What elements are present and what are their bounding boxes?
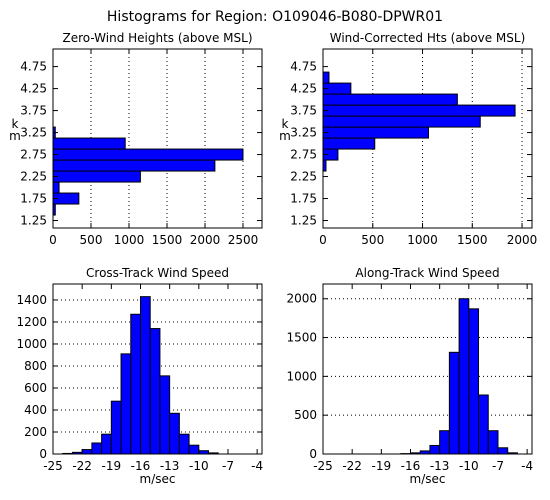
histogram-bar <box>140 297 150 454</box>
y-tick-label: 800 <box>24 359 47 373</box>
x-tick-label: -13 <box>160 459 180 473</box>
histogram-bar <box>53 160 215 171</box>
y-tick-label: 1500 <box>286 331 317 345</box>
x-axis-label: m/sec <box>410 472 446 486</box>
x-tick-label: -4 <box>521 459 533 473</box>
y-tick-label: 3.25 <box>20 126 47 140</box>
histogram-bar <box>459 299 469 454</box>
y-tick-label: 2.75 <box>290 148 317 162</box>
y-tick-label: 200 <box>24 425 47 439</box>
histogram-bar <box>323 105 515 116</box>
y-tick-label: 4.75 <box>20 60 47 74</box>
chart-title: Zero-Wind Heights (above MSL) <box>62 31 252 45</box>
histogram-bar <box>440 431 450 454</box>
histogram-bar <box>469 309 479 454</box>
y-tick-label: 4.25 <box>20 82 47 96</box>
y-tick-label: 3.25 <box>290 126 317 140</box>
x-tick-label: -25 <box>43 459 63 473</box>
y-tick-label: 4.25 <box>290 82 317 96</box>
histogram-bar <box>111 401 121 454</box>
histogram-bar <box>53 149 243 160</box>
x-tick-label: -19 <box>372 459 392 473</box>
x-tick-label: 2000 <box>190 233 221 247</box>
x-tick-label: -10 <box>189 459 209 473</box>
y-axis-label-line: m <box>9 129 21 143</box>
x-tick-label: 2500 <box>228 233 259 247</box>
figure-title: Histograms for Region: O109046-B080-DPWR… <box>107 9 443 25</box>
histogram-bar <box>323 72 329 83</box>
y-tick-label: 3.75 <box>20 104 47 118</box>
x-axis-label: m/sec <box>140 472 176 486</box>
x-tick-label: -10 <box>459 459 479 473</box>
y-tick-label: 1400 <box>16 293 47 307</box>
histogram-bar <box>53 138 125 149</box>
histogram-bar <box>131 314 141 454</box>
x-tick-label: 500 <box>361 233 384 247</box>
y-tick-label: 1.75 <box>290 192 317 206</box>
x-tick-label: -13 <box>430 459 450 473</box>
y-tick-label: 600 <box>24 381 47 395</box>
x-tick-label: 500 <box>80 233 103 247</box>
x-tick-label: -16 <box>131 459 151 473</box>
y-tick-label: 0 <box>39 447 47 461</box>
y-tick-label: 1200 <box>16 315 47 329</box>
x-tick-label: -7 <box>492 459 504 473</box>
histogram-bar <box>150 329 160 454</box>
x-tick-label: -22 <box>72 459 92 473</box>
x-tick-label: -7 <box>222 459 234 473</box>
y-tick-label: 1.25 <box>20 214 47 228</box>
histogram-bar <box>179 434 189 454</box>
x-tick-label: 1000 <box>114 233 145 247</box>
y-tick-label: 1.25 <box>290 214 317 228</box>
y-tick-label: 2000 <box>286 292 317 306</box>
y-tick-label: 400 <box>24 403 47 417</box>
histogram-bar <box>498 448 508 454</box>
histogram-bar <box>53 171 140 182</box>
x-tick-label: -25 <box>313 459 333 473</box>
histogram-bar <box>488 431 498 454</box>
histogram-bar <box>92 443 102 454</box>
x-tick-label: 0 <box>319 233 327 247</box>
x-tick-label: -16 <box>401 459 421 473</box>
y-tick-label: 0 <box>309 447 317 461</box>
y-tick-label: 1.75 <box>20 192 47 206</box>
histogram-bar <box>323 138 375 149</box>
histogram-bar <box>479 395 489 454</box>
x-tick-label: -19 <box>102 459 122 473</box>
histogram-bar <box>102 434 112 454</box>
histogram-bar <box>323 94 457 105</box>
chart-title: Cross-Track Wind Speed <box>86 266 229 280</box>
histogram-bar <box>189 445 199 454</box>
x-tick-label: 2000 <box>507 233 538 247</box>
histogram-bar <box>170 413 180 454</box>
chart-title: Wind-Corrected Hts (above MSL) <box>330 31 526 45</box>
x-tick-label: 1000 <box>407 233 438 247</box>
y-tick-label: 4.75 <box>290 60 317 74</box>
histogram-bar <box>160 376 170 454</box>
histogram-bar <box>53 182 59 193</box>
histogram-bar <box>323 116 480 127</box>
y-tick-label: 500 <box>294 408 317 422</box>
histogram-bar <box>449 352 459 454</box>
y-axis-label-line: m <box>279 129 291 143</box>
x-tick-label: -22 <box>342 459 362 473</box>
x-tick-label: 0 <box>49 233 57 247</box>
y-tick-label: 1000 <box>16 337 47 351</box>
histogram-bar <box>82 450 92 454</box>
x-tick-label: -4 <box>251 459 263 473</box>
y-tick-label: 2.25 <box>20 170 47 184</box>
histogram-bar <box>323 127 428 138</box>
y-tick-label: 1000 <box>286 369 317 383</box>
chart-title: Along-Track Wind Speed <box>355 266 499 280</box>
y-tick-label: 3.75 <box>290 104 317 118</box>
x-tick-label: 1500 <box>457 233 488 247</box>
x-tick-label: 1500 <box>152 233 183 247</box>
histogram-bar <box>121 354 131 454</box>
y-tick-label: 2.25 <box>290 170 317 184</box>
y-tick-label: 2.75 <box>20 148 47 162</box>
histogram-bar <box>430 445 440 454</box>
